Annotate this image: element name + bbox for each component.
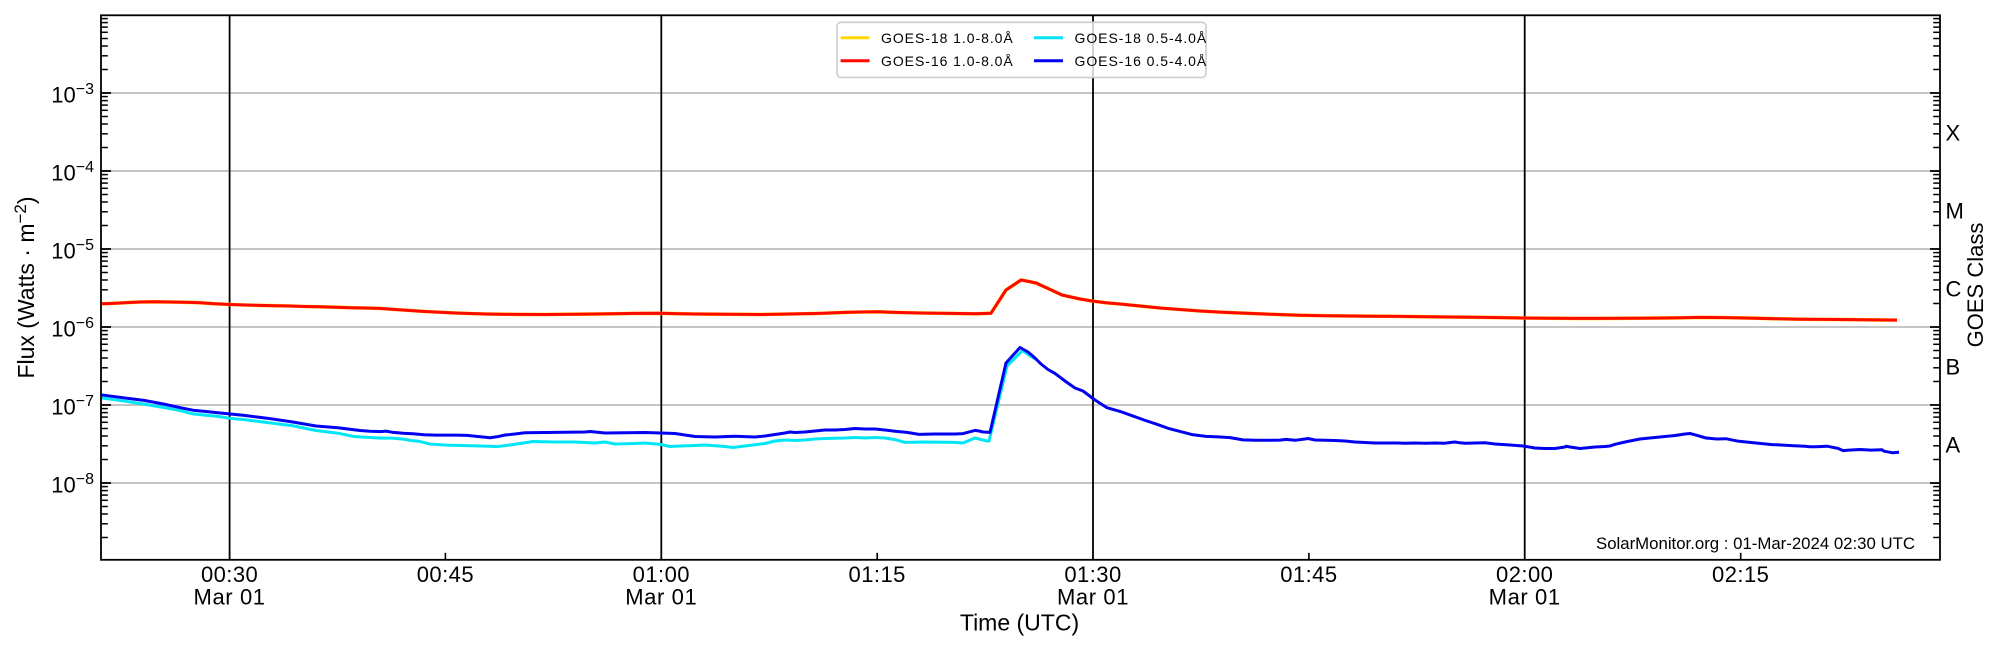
svg-text:Mar 01: Mar 01 bbox=[1057, 585, 1129, 610]
svg-text:GOES-16 0.5-4.0Å: GOES-16 0.5-4.0Å bbox=[1075, 53, 1208, 69]
svg-text:A: A bbox=[1946, 433, 1961, 458]
svg-text:Mar 01: Mar 01 bbox=[625, 585, 697, 610]
svg-text:GOES-18 1.0-8.0Å: GOES-18 1.0-8.0Å bbox=[881, 30, 1014, 46]
svg-text:00:30: 00:30 bbox=[201, 562, 258, 587]
svg-text:10−6: 10−6 bbox=[51, 315, 94, 341]
svg-text:10−4: 10−4 bbox=[51, 159, 94, 185]
svg-text:02:15: 02:15 bbox=[1712, 562, 1769, 587]
svg-text:Time (UTC): Time (UTC) bbox=[960, 610, 1079, 636]
svg-text:Mar 01: Mar 01 bbox=[1489, 585, 1561, 610]
svg-text:GOES Class: GOES Class bbox=[1963, 223, 1988, 348]
svg-text:M: M bbox=[1946, 199, 1964, 224]
svg-text:C: C bbox=[1946, 277, 1962, 302]
svg-text:B: B bbox=[1946, 355, 1961, 380]
svg-text:Mar 01: Mar 01 bbox=[194, 585, 266, 610]
svg-text:01:45: 01:45 bbox=[1280, 562, 1337, 587]
svg-text:02:00: 02:00 bbox=[1496, 562, 1553, 587]
svg-text:00:45: 00:45 bbox=[417, 562, 474, 587]
svg-text:X: X bbox=[1946, 121, 1961, 146]
svg-text:GOES-18 0.5-4.0Å: GOES-18 0.5-4.0Å bbox=[1075, 30, 1208, 46]
svg-text:01:15: 01:15 bbox=[849, 562, 906, 587]
svg-text:SolarMonitor.org : 01-Mar-2024: SolarMonitor.org : 01-Mar-2024 02:30 UTC bbox=[1596, 534, 1915, 553]
svg-text:01:30: 01:30 bbox=[1064, 562, 1121, 587]
svg-text:Flux (Watts · m−2): Flux (Watts · m−2) bbox=[11, 196, 39, 378]
svg-text:01:00: 01:00 bbox=[633, 562, 690, 587]
svg-text:GOES-16 1.0-8.0Å: GOES-16 1.0-8.0Å bbox=[881, 53, 1014, 69]
